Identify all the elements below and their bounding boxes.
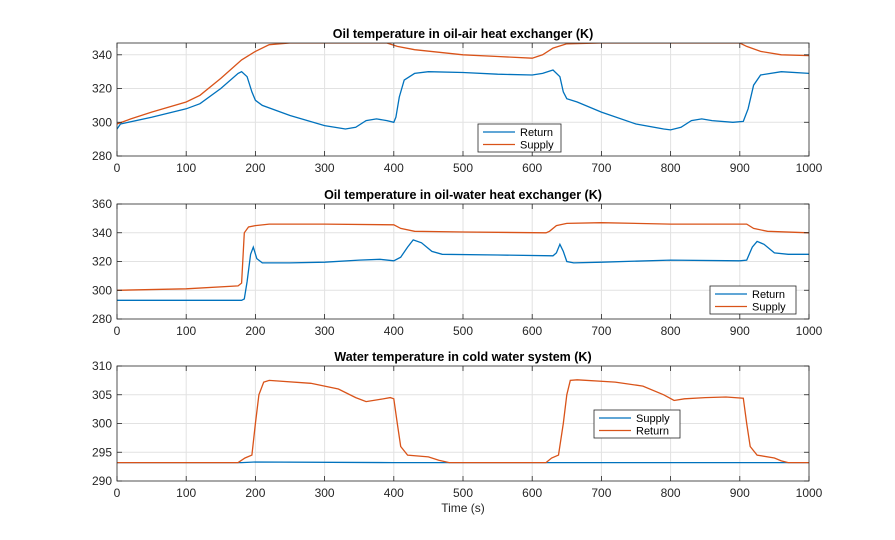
y-tick-label: 300 bbox=[92, 283, 112, 297]
y-tick-label: 305 bbox=[92, 388, 112, 402]
legend-label-return: Return bbox=[636, 426, 669, 438]
x-tick-label: 1000 bbox=[796, 486, 823, 500]
subplot-2: 0 100 200 300 400 500 600 700 800 900 1000 280 300 32… bbox=[92, 188, 823, 338]
x-tick-label: 500 bbox=[453, 486, 473, 500]
legend-box bbox=[477, 123, 562, 153]
x-tick-label: 100 bbox=[176, 486, 196, 500]
x-tick-label: 300 bbox=[315, 324, 335, 338]
x-tick-label: 300 bbox=[315, 486, 335, 500]
series-line-return bbox=[117, 69, 809, 131]
subplot-3: 0 100 200 300 400 500 600 700 800 900 1000 290 295 30… bbox=[92, 350, 823, 500]
y-tick-label: 320 bbox=[92, 255, 112, 269]
y-tick-label: 300 bbox=[92, 417, 112, 431]
x-tick-label: 700 bbox=[591, 324, 611, 338]
x-tick-label: 500 bbox=[453, 161, 473, 175]
subplot-1: 0 100 200 300 400 500 600 700 800 900 1000 280 300 32… bbox=[92, 27, 823, 175]
x-tick-label: 400 bbox=[384, 161, 404, 175]
y-tick-label: 340 bbox=[92, 226, 112, 240]
series-line-return bbox=[117, 239, 809, 301]
x-tick-label: 100 bbox=[176, 324, 196, 338]
series-line-supply bbox=[117, 43, 809, 125]
subplot-title: Water temperature in cold water system (… bbox=[334, 350, 591, 364]
x-axis-label: Time (s) bbox=[441, 501, 485, 515]
x-tick-label: 0 bbox=[114, 486, 121, 500]
x-tick-label: 1000 bbox=[796, 324, 823, 338]
y-tick-label: 320 bbox=[92, 82, 112, 96]
x-tick-label: 800 bbox=[661, 324, 681, 338]
series-line-return bbox=[117, 379, 809, 464]
x-tick-label: 300 bbox=[315, 161, 335, 175]
x-tick-label: 500 bbox=[453, 324, 473, 338]
plots-layer: 0 100 200 300 400 500 600 700 800 900 100028030032… bbox=[92, 27, 823, 500]
x-tick-label: 1000 bbox=[796, 161, 823, 175]
x-tick-label: 600 bbox=[522, 324, 542, 338]
y-tick-label: 310 bbox=[92, 359, 112, 373]
y-tick-label: 340 bbox=[92, 48, 112, 62]
y-tick-label: 280 bbox=[92, 312, 112, 326]
x-tick-label: 400 bbox=[384, 324, 404, 338]
x-tick-label: 700 bbox=[591, 486, 611, 500]
x-tick-label: 200 bbox=[245, 486, 265, 500]
legend-label-supply: Supply bbox=[520, 140, 554, 152]
legend-label-supply: Supply bbox=[752, 302, 786, 314]
y-tick-label: 290 bbox=[92, 474, 112, 488]
x-tick-label: 900 bbox=[730, 486, 750, 500]
legend-label-return: Return bbox=[752, 289, 785, 301]
y-tick-label: 295 bbox=[92, 445, 112, 459]
x-tick-label: 900 bbox=[730, 161, 750, 175]
legend-box bbox=[709, 285, 797, 315]
x-tick-label: 0 bbox=[114, 324, 121, 338]
y-tick-label: 280 bbox=[92, 149, 112, 163]
subplot-title: Oil temperature in oil-water heat exchan… bbox=[324, 188, 602, 202]
y-tick-label: 300 bbox=[92, 115, 112, 129]
legend-label-return: Return bbox=[520, 127, 553, 139]
y-tick-label: 360 bbox=[92, 197, 112, 211]
x-tick-label: 200 bbox=[245, 161, 265, 175]
x-tick-label: 900 bbox=[730, 324, 750, 338]
x-tick-label: 600 bbox=[522, 486, 542, 500]
legend-label-supply: Supply bbox=[636, 413, 670, 425]
x-tick-label: 0 bbox=[114, 161, 121, 175]
x-tick-label: 100 bbox=[176, 161, 196, 175]
x-tick-label: 800 bbox=[661, 161, 681, 175]
subplot-title: Oil temperature in oil-air heat exchange… bbox=[333, 27, 593, 41]
legend-box bbox=[593, 409, 681, 439]
x-tick-label: 700 bbox=[591, 161, 611, 175]
x-tick-label: 400 bbox=[384, 486, 404, 500]
series-line-supply bbox=[117, 222, 809, 291]
x-tick-label: 200 bbox=[245, 324, 265, 338]
x-tick-label: 600 bbox=[522, 161, 542, 175]
x-tick-label: 800 bbox=[661, 486, 681, 500]
